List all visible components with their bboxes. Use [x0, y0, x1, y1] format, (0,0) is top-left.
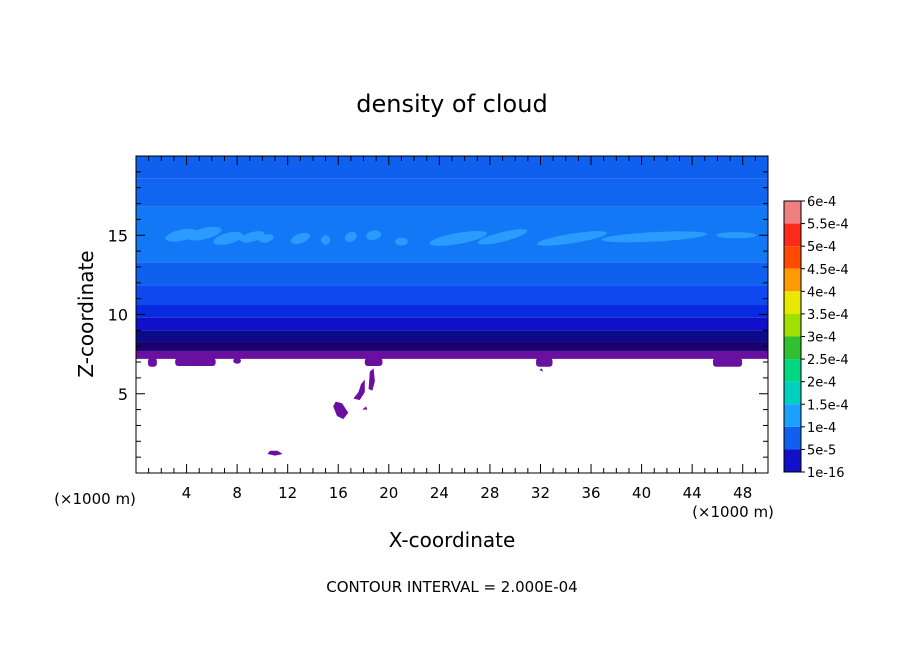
cloud-layer-2 [136, 330, 768, 342]
high-density-patch [716, 232, 757, 239]
y-tick-label: 15 [108, 226, 128, 245]
cloud-base-bump [233, 357, 241, 364]
cloud-base-bump [364, 357, 383, 367]
colorbar-swatch [784, 404, 801, 427]
colorbar-label: 5e-4 [807, 240, 836, 255]
cloud-layer-0 [136, 350, 768, 359]
colorbar-label: 2.5e-4 [807, 353, 849, 368]
cloud-base-bump [148, 357, 157, 367]
cloud-layer-6 [136, 262, 768, 286]
colorbar-swatch [784, 268, 801, 292]
x-tick-label: 16 [329, 484, 348, 502]
colorbar-label: 5e-5 [807, 443, 836, 458]
cloud-layer-9 [136, 156, 768, 179]
high-density-patch [429, 230, 487, 246]
low-cloud-blob [267, 450, 283, 456]
x-axis: 4 8 12 16 20 24 28 32 36 40 44 48 [148, 156, 756, 502]
x-axis-label: X-coordinate [389, 528, 516, 552]
colorbar-swatch [784, 223, 801, 247]
x-tick-label: 12 [278, 484, 297, 502]
x-tick-label: 44 [683, 484, 702, 502]
x-tick-label: 48 [733, 484, 752, 502]
high-density-patch [213, 231, 244, 245]
high-density-patch [187, 226, 222, 241]
x-unit-label-left: (×1000 m) [54, 490, 136, 508]
colorbar-swatch [784, 291, 801, 314]
colorbar-label: 1e-16 [807, 466, 845, 481]
colorbar-swatch [784, 426, 801, 450]
x-tick-label: 8 [232, 484, 242, 502]
cloud-base-bump [713, 357, 743, 367]
colorbar-swatch [784, 359, 801, 382]
x-tick-label: 24 [430, 484, 449, 502]
cloud-base-bump [175, 357, 216, 367]
y-axis-label: Z-coordinate [74, 250, 98, 377]
low-cloud-blob [539, 368, 544, 372]
colorbar-label: 3e-4 [807, 331, 836, 346]
x-tick-label: 20 [379, 484, 398, 502]
low-cloud-blob [362, 406, 368, 410]
x-unit-label-right: (×1000 m) [692, 503, 774, 521]
cloud-layer-3 [136, 317, 768, 331]
high-density-patch [601, 231, 708, 243]
high-density-patch [478, 229, 528, 245]
high-density-patch [395, 237, 408, 246]
x-tick-label: 36 [581, 484, 600, 502]
y-tick-label: 5 [118, 385, 128, 404]
cloud-layer-4 [136, 304, 768, 318]
colorbar-swatch [784, 201, 801, 224]
cloud-layer-1 [136, 341, 768, 351]
high-density-patch [321, 235, 331, 245]
colorbar-label: 1.5e-4 [807, 398, 849, 413]
cloud-layer-8 [136, 178, 768, 207]
colorbar-swatch [784, 449, 801, 472]
y-axis: 5 10 15 [108, 171, 768, 458]
colorbar-swatch [784, 246, 801, 269]
colorbar-label: 5.5e-4 [807, 218, 849, 233]
low-cloud-blob [368, 368, 375, 391]
colorbar-label: 3.5e-4 [807, 308, 849, 323]
y-tick-label: 10 [108, 306, 128, 325]
colorbar-label: 4e-4 [807, 285, 836, 300]
colorbar-swatch [784, 336, 801, 360]
colorbar-label: 1e-4 [807, 421, 836, 436]
contour-interval-footer: CONTOUR INTERVAL = 2.000E-04 [326, 578, 577, 596]
high-density-patch [290, 232, 310, 245]
colorbar-swatch [784, 313, 801, 337]
chart-title: density of cloud [356, 90, 547, 118]
low-cloud-blob [333, 401, 349, 420]
colorbar-swatch [784, 381, 801, 405]
x-tick-label: 40 [632, 484, 651, 502]
cloud-base-bump [536, 357, 553, 367]
cloud-layer-5 [136, 285, 768, 305]
low-cloud-blob [353, 379, 365, 401]
colorbar: 6e-4 5.5e-4 5e-4 4.5e-4 4e-4 3.5e-4 3e-4 2.5e-4… [783, 195, 849, 481]
contour-field [136, 156, 768, 456]
x-tick-label: 32 [531, 484, 550, 502]
colorbar-label: 4.5e-4 [807, 263, 849, 278]
colorbar-label: 2e-4 [807, 376, 836, 391]
x-tick-label: 28 [480, 484, 499, 502]
high-density-patch [537, 231, 608, 246]
high-density-patch [366, 230, 382, 241]
high-density-patch [344, 231, 357, 243]
high-density-patch [240, 231, 265, 243]
colorbar-label: 6e-4 [807, 195, 836, 210]
x-tick-label: 4 [182, 484, 192, 502]
high-density-patch [258, 234, 274, 243]
